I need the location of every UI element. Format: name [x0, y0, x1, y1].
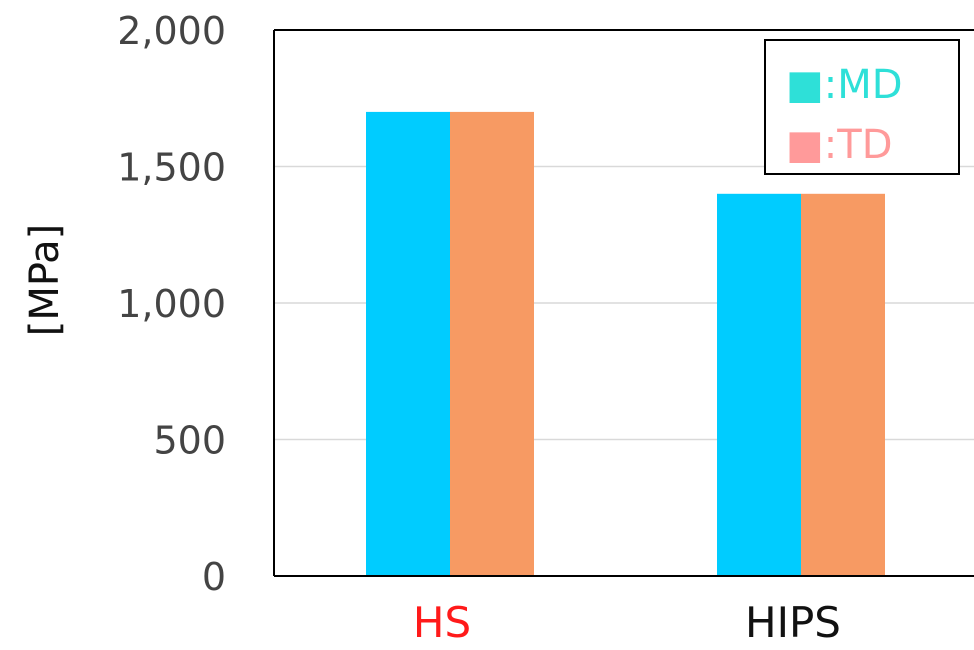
bar-hs-td [450, 111, 534, 577]
y-tick-label: 0 [202, 555, 226, 599]
y-tick-labels: 0 500 1,000 1,500 2,000 [117, 9, 226, 599]
bar-hs-md [366, 111, 450, 577]
y-tick-label: 2,000 [117, 9, 226, 53]
legend-entry: ■:TD [786, 122, 893, 168]
bar-hips-td [801, 193, 885, 577]
category-label: HIPS [745, 598, 841, 647]
axes [273, 29, 974, 577]
y-tick-label: 500 [153, 419, 226, 463]
bars [366, 111, 885, 577]
legend: ■:MD ■:TD [764, 39, 960, 175]
legend-entry: ■:MD [786, 62, 903, 108]
y-tick-label: 1,500 [117, 146, 226, 190]
y-tick-label: 1,000 [117, 282, 226, 326]
category-labels: HS HIPS [413, 598, 841, 647]
category-label: HS [413, 598, 471, 647]
bar-hips-md [717, 193, 801, 577]
legend-box [764, 39, 960, 175]
y-axis-label: [MPa] [22, 224, 68, 337]
